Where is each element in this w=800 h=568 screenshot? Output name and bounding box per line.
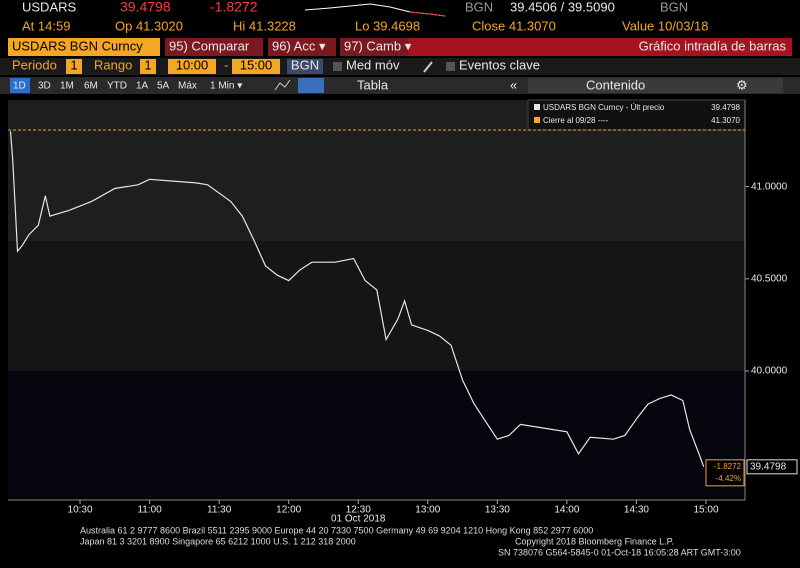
button-bg[interactable]: [340, 38, 408, 56]
input[interactable]: [232, 59, 280, 74]
quote-field: Lo 39.4698: [355, 18, 420, 33]
end-time[interactable]: 15:00: [240, 57, 273, 72]
content[interactable]: Contenido: [586, 77, 645, 92]
range-button[interactable]: 5A: [157, 81, 170, 92]
last-value: 39.4798: [750, 461, 787, 472]
quote-field: Op 41.3020: [115, 18, 183, 33]
range-button[interactable]: YTD: [107, 81, 127, 92]
price: 39.4798: [120, 0, 171, 15]
legend-value: 39.4798: [711, 103, 740, 112]
range[interactable]: 1: [144, 57, 151, 72]
x-tick-label: 12:30: [346, 505, 371, 516]
band: [8, 371, 745, 500]
function-title: Gráfico intradía de barras: [639, 38, 787, 53]
collapse[interactable]: «: [510, 77, 517, 92]
last-change-pct: -4.42%: [716, 474, 741, 483]
start-time[interactable]: 10:00: [176, 57, 209, 72]
checkbox[interactable]: [446, 62, 455, 71]
legend-swatch: [534, 104, 540, 110]
source: BGN: [660, 0, 688, 14]
quote-field: Value 10/03/18: [622, 18, 709, 33]
key-events[interactable]: Eventos clave: [459, 57, 540, 72]
input[interactable]: [287, 59, 323, 74]
dash: -: [224, 57, 228, 72]
bid-ask: 39.4506 / 39.5090: [510, 0, 615, 14]
y-tick-label: 40.0000: [751, 366, 788, 377]
x-tick-label: 11:30: [207, 505, 232, 516]
footer: Copyright 2018 Bloomberg Finance L.P.: [515, 536, 674, 546]
quote-field: Close 41.3070: [472, 18, 556, 33]
y-tick-label: 41.0000: [751, 181, 788, 192]
period[interactable]: 1: [70, 57, 77, 72]
title-bar: [400, 38, 792, 56]
x-tick-label: 14:30: [624, 505, 649, 516]
range-button[interactable]: 1 Min ▾: [210, 81, 242, 92]
input[interactable]: [66, 59, 82, 74]
date-label: 01 Oct 2018: [331, 514, 386, 525]
x-tick-label: 13:00: [415, 505, 440, 516]
y-tick-label: 40.5000: [751, 273, 788, 284]
security[interactable]: USDARS BGN Curncy: [12, 38, 143, 53]
x-tick-label: 10:30: [68, 505, 93, 516]
chart-type[interactable]: [298, 78, 324, 93]
input[interactable]: [168, 59, 216, 74]
range-button[interactable]: 6M: [84, 81, 98, 92]
ticker: USDARS: [22, 0, 77, 14]
legend-entry: USDARS BGN Curncy - Últ precio: [543, 103, 665, 112]
input[interactable]: [140, 59, 156, 74]
button[interactable]: 95) Comparar: [169, 38, 250, 53]
button-bg[interactable]: [165, 38, 263, 56]
x-tick-label: 13:30: [485, 505, 510, 516]
legend-value: 41.3070: [711, 116, 740, 125]
sparkline-down: [409, 11, 446, 17]
quote-field: Hi 41.3228: [233, 18, 296, 33]
range-button[interactable]: 3D: [38, 81, 51, 92]
selected-range[interactable]: [10, 78, 30, 93]
legend: [527, 99, 746, 131]
footer: Japan 81 3 3201 8900 Singapore 65 6212 1…: [80, 536, 356, 546]
security-box[interactable]: [8, 38, 160, 56]
x-tick-label: 15:00: [693, 505, 718, 516]
button[interactable]: 97) Camb ▾: [344, 38, 412, 53]
source[interactable]: BGN: [291, 57, 319, 72]
range-button[interactable]: 1D: [13, 81, 26, 92]
checkbox[interactable]: [333, 62, 342, 71]
settings-icon[interactable]: ⚙: [736, 77, 748, 92]
x-tick-label: 12:00: [276, 505, 301, 516]
footer: SN 738076 G564-5845-0 01-Oct-18 16:05:28…: [498, 547, 741, 557]
x-tick-label: 11:00: [137, 505, 162, 516]
source: BGN: [465, 0, 493, 14]
x-tick-label: 14:00: [554, 505, 579, 516]
legend-entry: Cierre al 09/28 ----: [543, 116, 609, 125]
table[interactable]: Tabla: [357, 77, 389, 92]
button[interactable]: 96) Acc ▾: [272, 38, 326, 53]
quote-field: At 14:59: [22, 18, 70, 33]
chart-icon[interactable]: [274, 79, 291, 91]
range-button[interactable]: Máx: [178, 81, 197, 92]
range-button[interactable]: 1A: [136, 81, 149, 92]
last-change: -1.8272: [714, 462, 742, 471]
moving-average[interactable]: Med móv: [346, 57, 400, 72]
button-bg[interactable]: [268, 38, 336, 56]
content-tab[interactable]: [528, 78, 783, 93]
legend-swatch: [534, 117, 540, 123]
band: [8, 241, 745, 371]
change: -1.8272: [210, 0, 258, 15]
pencil-icon[interactable]: [423, 61, 433, 73]
label: Periodo: [12, 57, 57, 72]
last-value-box: [746, 459, 798, 475]
change-box: [705, 459, 745, 487]
price-line: [9, 131, 705, 468]
range-button[interactable]: 1M: [60, 81, 74, 92]
label: Rango: [94, 57, 132, 72]
footer: Australia 61 2 9777 8600 Brazil 5511 239…: [80, 525, 593, 535]
